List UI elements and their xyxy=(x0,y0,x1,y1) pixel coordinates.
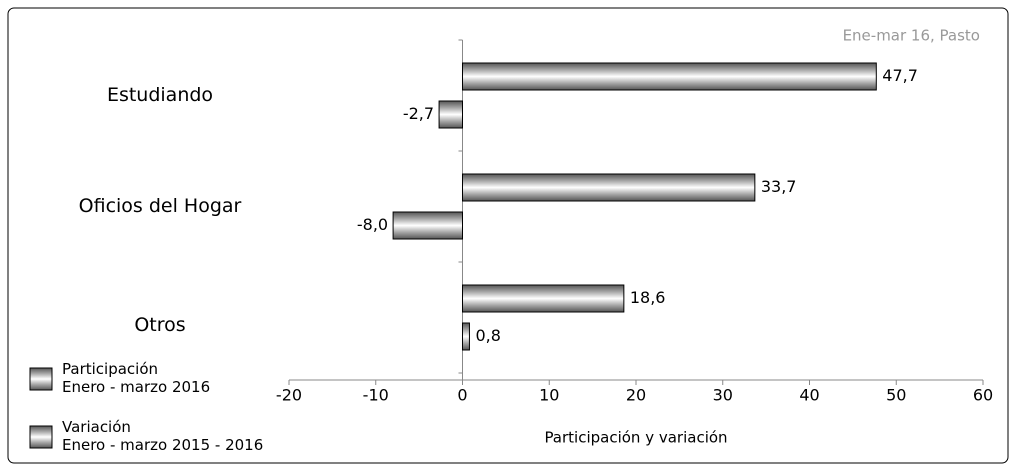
x-tick-label: 40 xyxy=(799,386,819,405)
legend-label: Participación Enero - marzo 2016 xyxy=(62,360,211,396)
value-label: 18,6 xyxy=(630,288,666,307)
x-tick-label: -20 xyxy=(276,386,302,405)
x-axis-label: Participación y variación xyxy=(544,429,727,447)
bar xyxy=(462,173,756,202)
x-tick-label: 30 xyxy=(713,386,733,405)
bar xyxy=(392,211,464,240)
value-label: -2,7 xyxy=(403,104,434,123)
category-label: Oficios del Hogar xyxy=(79,195,242,217)
x-tick-label: 10 xyxy=(539,386,559,405)
value-label: 33,7 xyxy=(761,177,797,196)
value-label: -8,0 xyxy=(357,215,388,234)
annotation: Ene-mar 16, Pasto xyxy=(843,27,980,45)
x-tick-label: 60 xyxy=(973,386,993,405)
x-tick-label: 0 xyxy=(457,386,467,405)
frame xyxy=(7,7,1009,464)
legend-swatch xyxy=(29,425,53,449)
legend-label: Variación Enero - marzo 2015 - 2016 xyxy=(62,418,264,454)
x-tick-label: 20 xyxy=(626,386,646,405)
x-tick-label: 50 xyxy=(886,386,906,405)
bar xyxy=(462,284,625,313)
legend-swatch xyxy=(29,367,53,391)
category-label: Otros xyxy=(134,314,185,336)
value-label: 0,8 xyxy=(475,326,500,345)
bar xyxy=(438,100,464,129)
bar xyxy=(462,322,470,351)
bar xyxy=(462,62,877,91)
x-tick-label: -10 xyxy=(363,386,389,405)
category-label: Estudiando xyxy=(107,84,213,106)
value-label: 47,7 xyxy=(882,66,918,85)
